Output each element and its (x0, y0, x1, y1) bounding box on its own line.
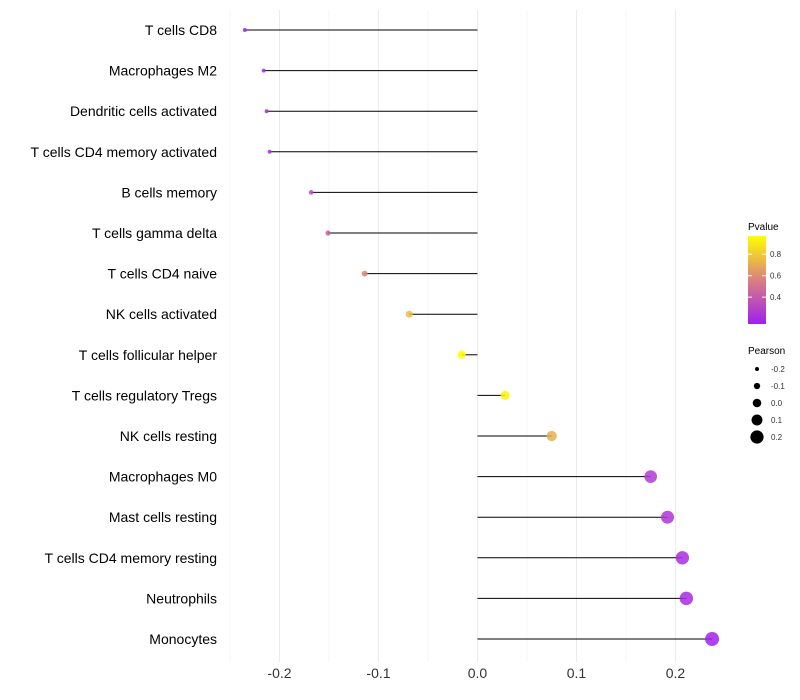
category-label: T cells CD8 (145, 22, 217, 38)
grid-layer (229, 10, 676, 662)
category-label: T cells CD4 naive (108, 266, 218, 282)
x-tick-label: 0.2 (666, 665, 686, 681)
x-tick-label: 0.1 (567, 665, 587, 681)
colorbar-tick-label: 0.4 (770, 293, 782, 302)
pearson-legend-key (752, 398, 762, 408)
pvalue-legend: Pvalue 0.4 0.6 0.8 (748, 222, 782, 324)
lollipop-point (361, 270, 368, 277)
category-label: NK cells resting (120, 428, 217, 444)
category-label: Neutrophils (146, 590, 217, 606)
category-label: Mast cells resting (109, 509, 217, 525)
pvalue-colorbar-ticks: 0.4 0.6 0.8 (748, 250, 782, 302)
lollipop-point (267, 149, 272, 154)
points-layer (242, 28, 720, 647)
lollipop-point (405, 310, 413, 318)
pearson-legend-title: Pearson (748, 346, 785, 357)
category-label: T cells CD4 memory resting (45, 550, 217, 566)
stems-layer (244, 29, 713, 640)
lollipop-point (705, 631, 720, 647)
lollipop-point (546, 430, 557, 442)
pearson-legend-keys: -0.2 -0.1 0.0 0.1 0.2 (750, 365, 785, 444)
category-label: T cells CD4 memory activated (31, 144, 217, 160)
x-tick-label: -0.2 (267, 665, 291, 681)
pearson-legend-label: -0.2 (771, 365, 785, 374)
category-label: Dendritic cells activated (70, 103, 217, 119)
category-label: Macrophages M2 (109, 63, 217, 79)
colorbar-tick-label: 0.8 (770, 250, 782, 259)
category-label: T cells follicular helper (79, 347, 218, 363)
pearson-legend-label: 0.0 (771, 399, 783, 408)
lollipop-point (261, 68, 266, 73)
category-label: T cells gamma delta (92, 225, 217, 241)
pvalue-legend-title: Pvalue (748, 222, 779, 233)
x-tick-label: 0.0 (468, 665, 488, 681)
pearson-legend-label: -0.1 (771, 382, 785, 391)
lollipop-point (500, 390, 510, 401)
x-tick-label: -0.1 (366, 665, 390, 681)
category-label: B cells memory (121, 184, 217, 200)
pearson-legend-key (753, 382, 761, 390)
pearson-legend-key (755, 367, 759, 371)
pearson-legend: Pearson -0.2 -0.1 0.0 0.1 0.2 (748, 346, 785, 444)
lollipop-point (242, 28, 247, 32)
lollipop-point (308, 190, 314, 195)
category-label: Macrophages M0 (109, 469, 217, 485)
pvalue-colorbar (748, 236, 766, 324)
pearson-legend-label: 0.2 (771, 433, 783, 442)
category-labels: T cells CD8 Macrophages M2 Dendritic cells… (31, 22, 218, 647)
category-label: T cells regulatory Tregs (72, 387, 217, 403)
category-label: NK cells activated (106, 306, 217, 322)
x-axis-tick-labels: -0.2 -0.1 0.0 0.1 0.2 (267, 665, 685, 681)
lollipop-point (457, 350, 466, 359)
pearson-legend-key (750, 430, 764, 444)
lollipop-point (679, 591, 694, 606)
colorbar-tick-label: 0.6 (770, 272, 782, 281)
pearson-legend-key (751, 414, 763, 426)
lollipop-point (325, 230, 331, 236)
lollipop-point (661, 510, 675, 524)
pearson-legend-label: 0.1 (771, 416, 783, 425)
category-label: Monocytes (149, 631, 217, 647)
lollipop-point (675, 551, 690, 565)
lollipop-point (264, 109, 269, 114)
lollipop-point (644, 470, 658, 483)
